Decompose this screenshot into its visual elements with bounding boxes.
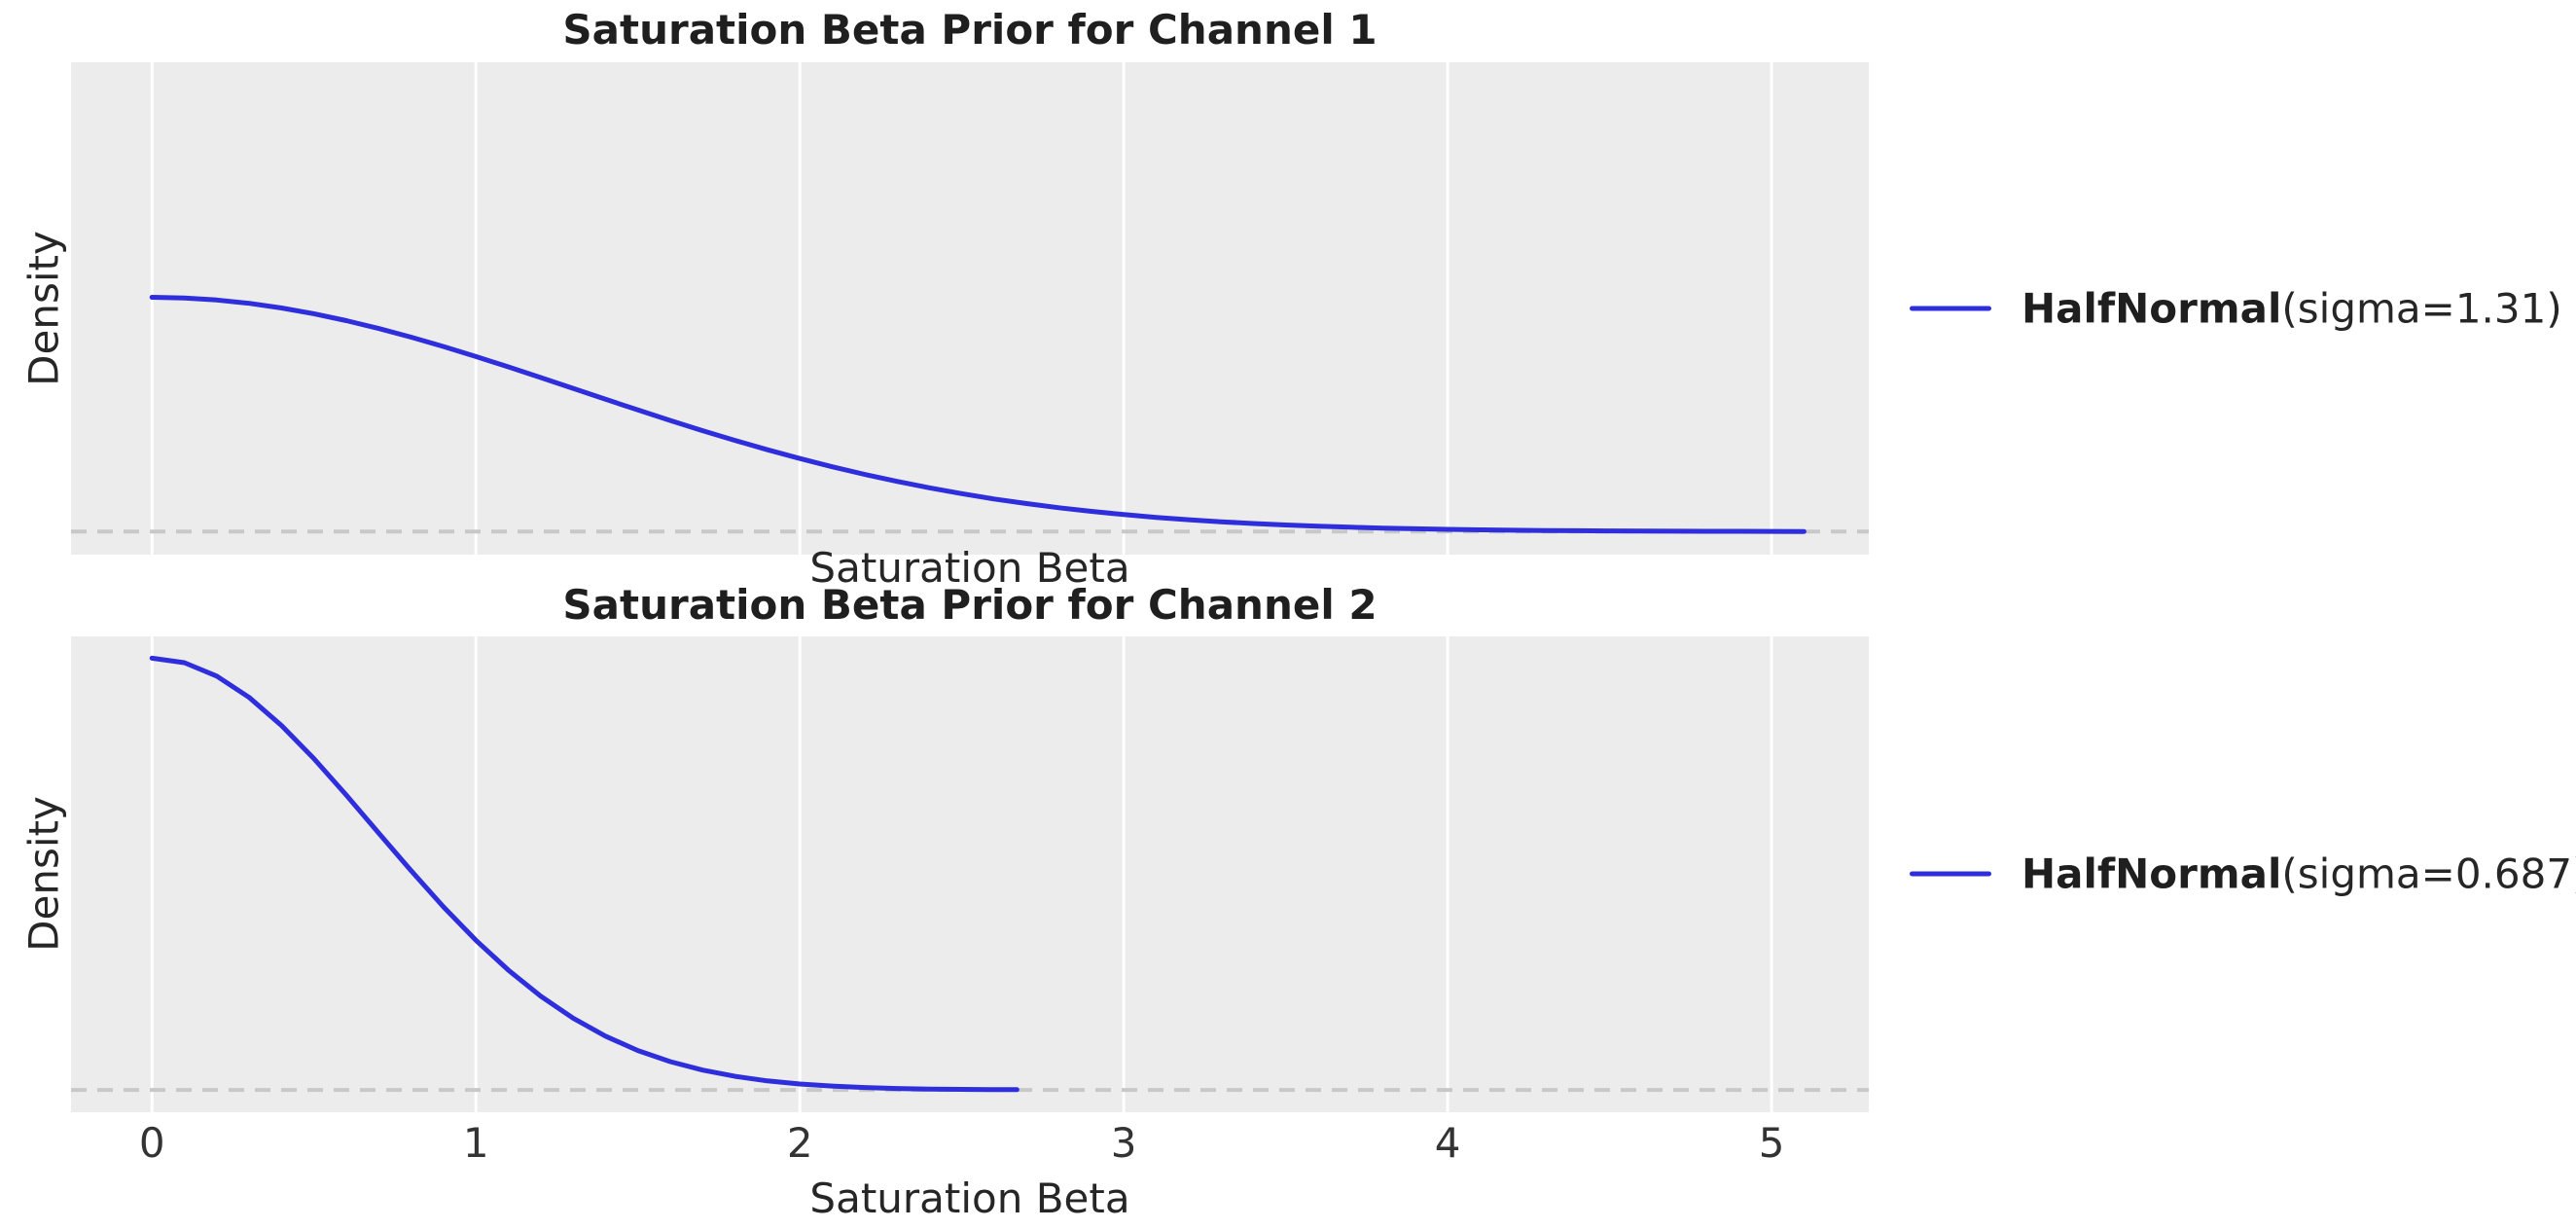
x-tick-label: 5 xyxy=(1758,1119,1785,1167)
subplot-1-plot-area xyxy=(71,62,1869,555)
subplot-1-y-axis-label: Density xyxy=(19,231,68,386)
x-tick-label: 0 xyxy=(138,1119,165,1167)
subplot-2-title: Saturation Beta Prior for Channel 2 xyxy=(562,581,1377,629)
legend-distribution-name: HalfNormal xyxy=(2021,849,2282,898)
subplot-1-legend: HalfNormal(sigma=1.31) xyxy=(1910,285,2562,333)
subplot-1-chart-svg xyxy=(71,62,1869,555)
legend-label: HalfNormal(sigma=1.31) xyxy=(2021,285,2562,333)
legend-line-swatch xyxy=(1910,871,1991,877)
subplot-1-title: Saturation Beta Prior for Channel 1 xyxy=(562,6,1377,54)
subplot-2-y-axis-label: Density xyxy=(19,796,68,952)
density-curve xyxy=(149,295,1807,534)
subplot-2-plot-area xyxy=(71,636,1869,1112)
subplot-2-legend: HalfNormal(sigma=0.687) xyxy=(1910,850,2576,898)
legend-distribution-params: (sigma=1.31) xyxy=(2281,284,2562,333)
legend-distribution-params: (sigma=0.687) xyxy=(2281,849,2576,898)
x-tick-label: 3 xyxy=(1110,1119,1137,1167)
legend-distribution-name: HalfNormal xyxy=(2021,284,2282,333)
subplot-1-x-axis-label: Saturation Beta xyxy=(809,544,1130,592)
density-curve xyxy=(149,655,1020,1093)
legend-label: HalfNormal(sigma=0.687) xyxy=(2021,850,2576,898)
subplot-2-x-axis-label: Saturation Beta xyxy=(809,1175,1130,1222)
legend-line-swatch xyxy=(1910,306,1991,311)
x-tick-label: 1 xyxy=(462,1119,489,1167)
x-tick-label: 2 xyxy=(786,1119,813,1167)
x-tick-label: 4 xyxy=(1434,1119,1461,1167)
subplot-2-chart-svg xyxy=(71,636,1869,1112)
